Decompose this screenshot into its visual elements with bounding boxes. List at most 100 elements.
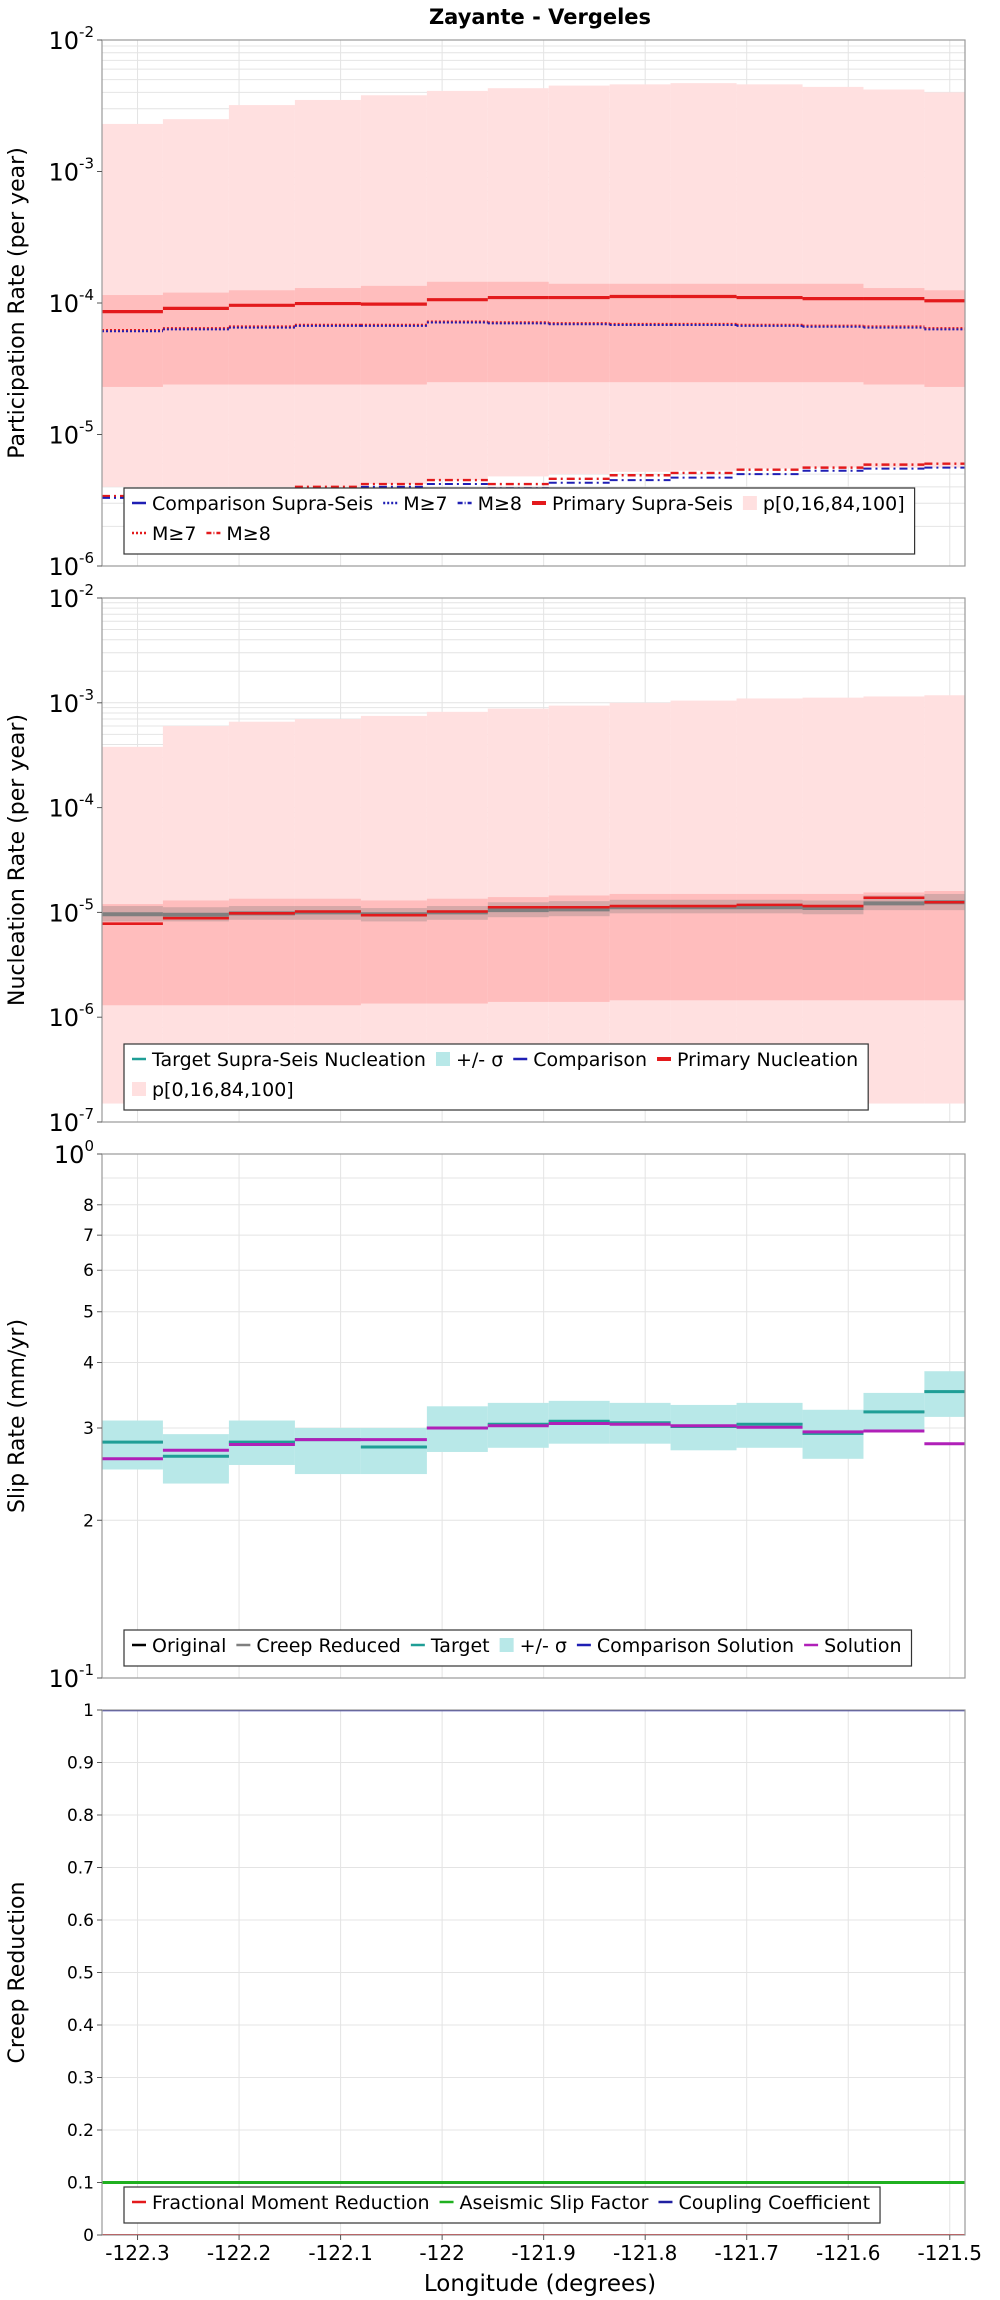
y-tick-label: 0.2: [67, 2121, 94, 2141]
y-tick-label: 10-5: [48, 895, 94, 927]
gridlines: [102, 1709, 965, 2236]
legend-item: Comparison: [513, 1049, 647, 1071]
band-segment: [360, 285, 427, 385]
y-tick-label: 8: [83, 1196, 94, 1216]
y-axis: 10-6 10-5 10-4 10-3 10-2: [48, 23, 102, 581]
band-segment: [670, 893, 737, 1001]
legend-label: Coupling Coefficient: [678, 2192, 870, 2214]
band-segment: [228, 898, 295, 1006]
band-segment: [736, 283, 803, 383]
solution-series: [102, 1421, 965, 1461]
band-segment: [548, 283, 610, 383]
y-axis-label: Nucleation Rate (per year): [5, 714, 30, 1006]
legend-item: Primary Nucleation: [657, 1049, 858, 1071]
band-segment: [426, 898, 488, 1004]
plot-frame: [101, 1153, 966, 1679]
p-0-16-84-100-inner-band: [102, 891, 965, 1006]
band-segment: [924, 92, 965, 468]
y-axis-label: Participation Rate (per year): [5, 147, 30, 459]
band-segment: [863, 288, 925, 385]
legend-item: +/- σ: [499, 1635, 567, 1657]
plot-frame: [101, 597, 966, 1123]
legend-item: M≥8: [206, 523, 271, 545]
plot-content: [102, 1371, 965, 1484]
band-segment: [736, 84, 803, 469]
y-tick-label: 0.7: [67, 1859, 94, 1879]
x-tick-label: -121.5: [918, 2241, 982, 2265]
x-tick-label: -122.1: [308, 2241, 372, 2265]
band-segment: [426, 281, 488, 383]
y-tick-label: 7: [83, 1226, 94, 1246]
x-tick-label: -122: [419, 2241, 464, 2265]
band-segment: [360, 900, 427, 1004]
legend-label: p[0,16,84,100]: [152, 1079, 294, 1101]
y-tick-label: 100: [54, 1137, 94, 1169]
legend-label: Comparison Supra-Seis: [152, 493, 373, 515]
band-segment: [670, 283, 737, 383]
participation-rate-panel: 10-6 10-5 10-4 10-3 10-2 Participation Rate (…: [5, 23, 966, 581]
x-axis-label: Longitude (degrees): [424, 2271, 656, 2297]
band-segment: [863, 892, 925, 1001]
legend-item: Comparison Solution: [576, 1635, 794, 1657]
y-tick-label: 10-1: [48, 1661, 94, 1693]
legend: Original Creep Reduced Target +/- σ Comparis…: [123, 1629, 913, 1667]
legend: Fractional Moment Reduction Aseismic Slip…: [123, 2186, 881, 2224]
band-segment: [802, 86, 864, 468]
legend-label: M≥8: [478, 493, 522, 515]
y-tick-label: 0.3: [67, 2069, 94, 2089]
creep-reduction-panel: 0 0.1 0.2 0.3 0.4 0.5 0.6 0.7 0.8 0.9 1 Creep Reduc…: [5, 1701, 966, 2246]
y-tick-label: 10-2: [48, 23, 94, 55]
legend-label: Primary Supra-Seis: [552, 493, 733, 515]
x-tick-label: -122.3: [105, 2241, 169, 2265]
legend-swatch: [132, 1082, 146, 1096]
y-tick-label: 10-6: [48, 549, 94, 581]
x-tick-label: -121.9: [511, 2241, 575, 2265]
y-tick-label: 4: [83, 1354, 94, 1374]
legend-item: M≥7: [383, 493, 448, 515]
legend-item: p[0,16,84,100]: [742, 493, 905, 515]
band-segment: [162, 1434, 229, 1484]
band-segment: [609, 893, 671, 1001]
legend-label: Solution: [824, 1635, 901, 1657]
legend-item: M≥8: [457, 493, 522, 515]
y-tick-label: 5: [83, 1303, 94, 1323]
y-tick-label: 0.9: [67, 1754, 94, 1774]
y-tick-label: 1: [83, 1701, 94, 1721]
band-segment: [162, 292, 229, 385]
y-tick-label: 10-6: [48, 1000, 94, 1032]
legend-label: Primary Nucleation: [677, 1049, 858, 1071]
band-segment: [102, 904, 163, 1006]
plot-content: [102, 695, 965, 1104]
legend-item: Comparison Supra-Seis: [132, 493, 373, 515]
primary-supra-seis-series: [102, 294, 965, 314]
legend-label: Target Supra-Seis Nucleation: [151, 1049, 426, 1071]
band-segment: [802, 893, 864, 1001]
x-tick-label: -121.7: [714, 2241, 778, 2265]
plot-content: [102, 83, 965, 499]
legend-label: +/- σ: [456, 1049, 503, 1071]
y-axis-label: Slip Rate (mm/yr): [5, 1319, 30, 1513]
y-tick-label: 10-4: [48, 791, 94, 823]
legend-item: Coupling Coefficient: [658, 2192, 870, 2214]
band-segment: [924, 1371, 965, 1417]
legend-label: Creep Reduced: [256, 1635, 400, 1657]
legend-item: Target Supra-Seis Nucleation: [132, 1049, 426, 1071]
y-tick-label: 0.4: [67, 2016, 94, 2036]
y-tick-label: 10-2: [48, 581, 94, 613]
legend-box: [123, 2186, 881, 2224]
band-segment: [102, 295, 163, 387]
y-axis: 10-7 10-6 10-5 10-4 10-3 10-2: [48, 581, 102, 1137]
x-axis: -122.3 -122.2 -122.1 -122 -121.9 -121.8 -121.7…: [105, 2235, 982, 2265]
band-segment: [670, 83, 737, 471]
y-tick-label: 0: [83, 2226, 94, 2246]
band-segment: [487, 897, 549, 1002]
x-tick-label: -122.2: [207, 2241, 271, 2265]
primary-nucleation-series: [102, 896, 965, 926]
legend-label: Original: [152, 1635, 226, 1657]
legend-item: +/- σ: [435, 1049, 503, 1071]
y-tick-label: 10-3: [48, 155, 94, 187]
band-segment: [924, 290, 965, 387]
legend-label: M≥8: [226, 523, 270, 545]
nucleation-rate-panel: 10-7 10-6 10-5 10-4 10-3 10-2 Nucleation Rate …: [5, 581, 966, 1137]
legend-item: Solution: [804, 1635, 902, 1657]
